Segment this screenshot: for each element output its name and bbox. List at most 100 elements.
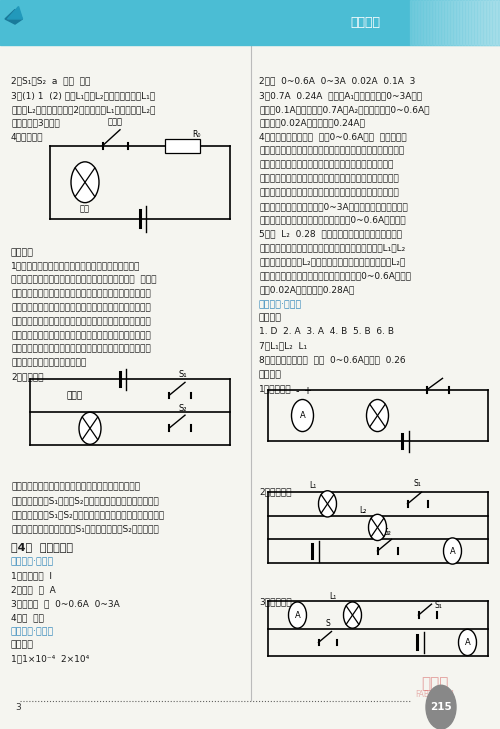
Bar — [419, 0, 421, 45]
Bar — [425, 0, 427, 45]
Text: 光，灯L₂不发光，则猜想2正确；若灯L₁不发光，灯L₂发: 光，灯L₂不发光，则猜想2正确；若灯L₁不发光，灯L₂发 — [11, 105, 156, 114]
Text: 8．正接线柱接反了  换接  0~0.6A的量程  0.26: 8．正接线柱接反了 换接 0~0.6A的量程 0.26 — [259, 355, 406, 364]
Text: 光，则猜想3正确．: 光，则猜想3正确． — [11, 119, 60, 128]
Text: A: A — [450, 547, 456, 555]
Text: 巩固提高·新空间: 巩固提高·新空间 — [259, 300, 302, 309]
Polygon shape — [5, 9, 22, 24]
Text: 一个开关控制两盏电灯，这两盏电灯可能是串联也可能是并: 一个开关控制两盏电灯，这两盏电灯可能是串联也可能是并 — [11, 289, 151, 298]
Text: A: A — [464, 638, 470, 647]
Text: 座椅: 座椅 — [80, 204, 90, 214]
Text: 如题中图己所示，即选用了0~3A的量程，指针偏转角度大: 如题中图己所示，即选用了0~3A的量程，指针偏转角度大 — [259, 202, 408, 211]
Text: 3．电流表  两  0~0.6A  0~3A: 3．电流表 两 0~0.6A 0~3A — [11, 599, 120, 608]
Text: 3: 3 — [15, 703, 21, 712]
Text: FABE.COM: FABE.COM — [416, 690, 455, 699]
Text: 亮，则这两盏灯是并联；如果灭，则这两盏灯是串联  解析：: 亮，则这两盏灯是并联；如果灭，则这两盏灯是串联 解析： — [11, 276, 156, 284]
Text: 小，所以，为了减小测量误差，应改用0~0.6A的量程．: 小，所以，为了减小测量误差，应改用0~0.6A的量程． — [259, 216, 406, 225]
Text: 能力展示: 能力展示 — [259, 370, 282, 379]
Text: 后，电流的路径有两条，电流分别经过两个灯泡，则L₁和L₂: 后，电流的路径有两条，电流分别经过两个灯泡，则L₁和L₂ — [259, 243, 405, 252]
Text: 分度值为0.02A，其示数为0.24A．: 分度值为0.02A，其示数为0.24A． — [259, 119, 365, 128]
Text: 3．(1) 1  (2) 将灯L₁与灯L₂互换位置，若灯L₁发: 3．(1) 1 (2) 将灯L₁与灯L₂互换位置，若灯L₁发 — [11, 91, 155, 100]
Text: 自主预习·新发现: 自主预习·新发现 — [11, 558, 54, 566]
Text: 1．如图所示: 1．如图所示 — [259, 384, 292, 393]
Circle shape — [458, 629, 476, 655]
Text: 据题意可知，测量前指针如题中图甲所示，即没有指在零: 据题意可知，测量前指针如题中图甲所示，即没有指在零 — [259, 160, 394, 169]
Text: 度线上；合适电路闭合开关时，发现电流表指针如题图情况: 度线上；合适电路闭合开关时，发现电流表指针如题图情况 — [259, 188, 399, 197]
Circle shape — [444, 538, 462, 564]
Circle shape — [292, 399, 314, 432]
Text: 1．1×10⁻⁴  2×10⁴: 1．1×10⁻⁴ 2×10⁴ — [11, 655, 89, 663]
Circle shape — [344, 602, 361, 628]
Text: 5．并  L₂  0.28  解析：由题中图甲可知，闭合开关: 5．并 L₂ 0.28 解析：由题中图甲可知，闭合开关 — [259, 230, 402, 238]
Bar — [464, 0, 466, 45]
Circle shape — [288, 602, 306, 628]
Text: 尝试提高: 尝试提高 — [11, 248, 34, 257]
Text: S₁: S₁ — [178, 370, 187, 379]
Text: L₁: L₁ — [329, 592, 336, 601]
Text: S₁: S₁ — [434, 601, 442, 609]
Text: 2．Ⓐ  0~0.6A  0~3A  0.02A  0.1A  3: 2．Ⓐ 0~0.6A 0~3A 0.02A 0.1A 3 — [259, 77, 416, 85]
Text: 起到灭蚊和照明作用，说明S₁控制整个电路，S₂控制灯泡．: 起到灭蚊和照明作用，说明S₁控制整个电路，S₂控制灯泡． — [11, 524, 159, 533]
Text: 4．对电流表进行调零  改接0~0.6A量程  解析：在使: 4．对电流表进行调零 改接0~0.6A量程 解析：在使 — [259, 133, 406, 141]
Text: L₁: L₁ — [309, 481, 316, 490]
Text: 课堂练习: 课堂练习 — [11, 641, 34, 650]
Bar — [410, 0, 412, 45]
Bar — [494, 0, 496, 45]
Bar — [413, 0, 415, 45]
Text: 1. D  2. A  3. A  4. B  5. B  6. B: 1. D 2. A 3. A 4. B 5. B 6. B — [259, 327, 394, 336]
Text: 蚊作用；当开关S₁和S₂都闭合时，灭蚊网与灯泡都通电，同时: 蚊作用；当开关S₁和S₂都闭合时，灭蚊网与灯泡都通电，同时 — [11, 510, 164, 519]
Bar — [449, 0, 451, 45]
Bar — [416, 0, 418, 45]
Text: 的电流；由题中图乙可知，电流表的量程为0~0.6A，分度: 的电流；由题中图乙可知，电流表的量程为0~0.6A，分度 — [259, 271, 411, 280]
Text: 7．L₁和L₂  L₁: 7．L₁和L₂ L₁ — [259, 341, 307, 350]
Text: S₂: S₂ — [178, 404, 187, 413]
Bar — [446, 0, 448, 45]
Bar — [470, 0, 472, 45]
Text: 2．如图所示: 2．如图所示 — [259, 487, 292, 496]
Polygon shape — [8, 7, 22, 19]
Text: 电器，同时也流过电路上所有的用电器；并联电路中，电路: 电器，同时也流过电路上所有的用电器；并联电路中，电路 — [11, 331, 151, 340]
Text: 度值为0.1A，其示数为0.7A；A₂所选的量程为0~0.6A，: 度值为0.1A，其示数为0.7A；A₂所选的量程为0~0.6A， — [259, 105, 430, 114]
Bar — [458, 0, 460, 45]
Text: 用电流表时，首先要检查电流表的指针是否指在零刻度线上，: 用电流表时，首先要检查电流表的指针是否指在零刻度线上， — [259, 147, 404, 155]
Text: 并联；电流表与灯L₂串联在同一支路中，固定测量的是L₂的: 并联；电流表与灯L₂串联在同一支路中，固定测量的是L₂的 — [259, 257, 405, 266]
Circle shape — [368, 515, 386, 541]
Text: 的特点，串联电路中，电流只有一条路径，电流通过一个用: 的特点，串联电路中，电流只有一条路径，电流通过一个用 — [11, 317, 151, 326]
Bar — [437, 0, 439, 45]
Text: 215: 215 — [430, 702, 452, 712]
Bar — [476, 0, 478, 45]
Text: 灭蚊网: 灭蚊网 — [67, 391, 83, 400]
Bar — [467, 0, 469, 45]
Circle shape — [318, 491, 336, 517]
Bar — [497, 0, 499, 45]
Text: +: + — [304, 386, 312, 396]
Text: R₀: R₀ — [192, 130, 201, 139]
Bar — [443, 0, 445, 45]
Text: 4．串  短路: 4．串 短路 — [11, 613, 44, 622]
Bar — [455, 0, 457, 45]
Bar — [488, 0, 490, 45]
Bar — [482, 0, 484, 45]
Bar — [440, 0, 442, 45]
Text: 于并联；当开关S₁闭合，S₂断开时，只有灭蚊网通电起到灭: 于并联；当开关S₁闭合，S₂断开时，只有灭蚊网通电起到灭 — [11, 496, 159, 505]
Text: L₂: L₂ — [359, 506, 366, 515]
Bar — [452, 0, 454, 45]
Bar — [479, 0, 481, 45]
Text: A: A — [294, 611, 300, 620]
Bar — [165, 139, 200, 153]
Bar — [491, 0, 493, 45]
Text: 3．0.7A  0.24A  解析：A₁所选的量程为0~3A，分: 3．0.7A 0.24A 解析：A₁所选的量程为0~3A，分 — [259, 91, 422, 100]
Text: 2．S₁、S₂  a  断开  小芳: 2．S₁、S₂ a 断开 小芳 — [11, 77, 90, 85]
Circle shape — [426, 685, 456, 729]
Bar — [431, 0, 433, 45]
Circle shape — [366, 399, 388, 432]
Text: 安全带: 安全带 — [108, 117, 122, 126]
Bar — [473, 0, 475, 45]
Text: 2．如图所示: 2．如图所示 — [11, 373, 44, 381]
Bar — [434, 0, 436, 45]
Bar — [428, 0, 430, 45]
Text: S₂: S₂ — [384, 528, 392, 537]
Text: 3．如图所示: 3．如图所示 — [259, 597, 292, 606]
Text: 第4节  电流的测量: 第4节 电流的测量 — [11, 542, 73, 553]
Text: 联．要判断它们是如何连接，就要利用串联电路与并联电路: 联．要判断它们是如何连接，就要利用串联电路与并联电路 — [11, 303, 151, 312]
Text: 4．如图所示: 4．如图所示 — [11, 133, 44, 141]
